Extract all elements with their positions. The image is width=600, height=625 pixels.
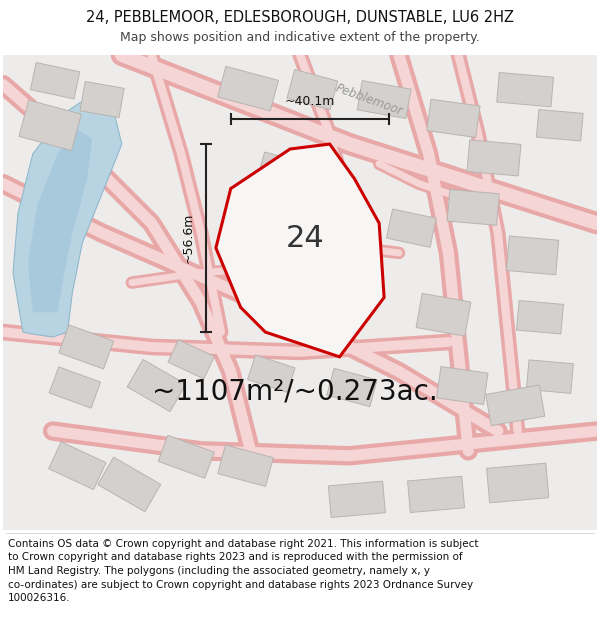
Polygon shape xyxy=(13,94,122,337)
Bar xyxy=(287,69,338,110)
Bar xyxy=(127,359,186,412)
Bar xyxy=(218,445,274,486)
Text: ~56.6m: ~56.6m xyxy=(182,213,194,263)
Polygon shape xyxy=(28,129,92,312)
Bar xyxy=(437,366,488,404)
Bar xyxy=(416,293,471,336)
Bar xyxy=(257,152,305,189)
Text: HM Land Registry. The polygons (including the associated geometry, namely x, y: HM Land Registry. The polygons (includin… xyxy=(8,566,430,576)
Bar xyxy=(307,194,350,228)
Text: ~1107m²/~0.273ac.: ~1107m²/~0.273ac. xyxy=(152,378,438,406)
Bar xyxy=(248,355,295,392)
Bar xyxy=(485,385,545,426)
Bar xyxy=(407,476,464,512)
Bar xyxy=(487,463,549,503)
Bar xyxy=(80,81,124,118)
Bar xyxy=(497,72,554,107)
Text: Map shows position and indicative extent of the property.: Map shows position and indicative extent… xyxy=(120,31,480,44)
Bar xyxy=(427,99,480,138)
Bar xyxy=(218,66,278,111)
Text: ~40.1m: ~40.1m xyxy=(285,95,335,108)
Text: co-ordinates) are subject to Crown copyright and database rights 2023 Ordnance S: co-ordinates) are subject to Crown copyr… xyxy=(8,579,473,589)
Bar xyxy=(386,209,436,248)
Bar xyxy=(467,140,521,176)
Bar xyxy=(158,435,214,478)
Bar xyxy=(357,81,411,119)
Text: Pebblemoor: Pebblemoor xyxy=(334,81,405,118)
Text: 24: 24 xyxy=(286,224,325,253)
Bar xyxy=(447,189,499,226)
Bar xyxy=(526,360,574,393)
Bar xyxy=(59,325,113,369)
Bar xyxy=(31,62,80,99)
Bar xyxy=(517,301,563,334)
Text: 100026316.: 100026316. xyxy=(8,593,71,603)
Bar xyxy=(327,368,377,407)
Bar xyxy=(168,340,214,379)
Polygon shape xyxy=(216,144,384,357)
Bar xyxy=(536,109,583,141)
Bar xyxy=(19,100,81,151)
Text: Contains OS data © Crown copyright and database right 2021. This information is : Contains OS data © Crown copyright and d… xyxy=(8,539,479,549)
Text: to Crown copyright and database rights 2023 and is reproduced with the permissio: to Crown copyright and database rights 2… xyxy=(8,552,463,562)
Bar xyxy=(49,367,101,408)
Text: 24, PEBBLEMOOR, EDLESBOROUGH, DUNSTABLE, LU6 2HZ: 24, PEBBLEMOOR, EDLESBOROUGH, DUNSTABLE,… xyxy=(86,9,514,24)
Bar xyxy=(49,442,106,489)
Bar xyxy=(98,457,161,512)
Bar xyxy=(506,236,559,275)
Bar xyxy=(328,481,385,518)
